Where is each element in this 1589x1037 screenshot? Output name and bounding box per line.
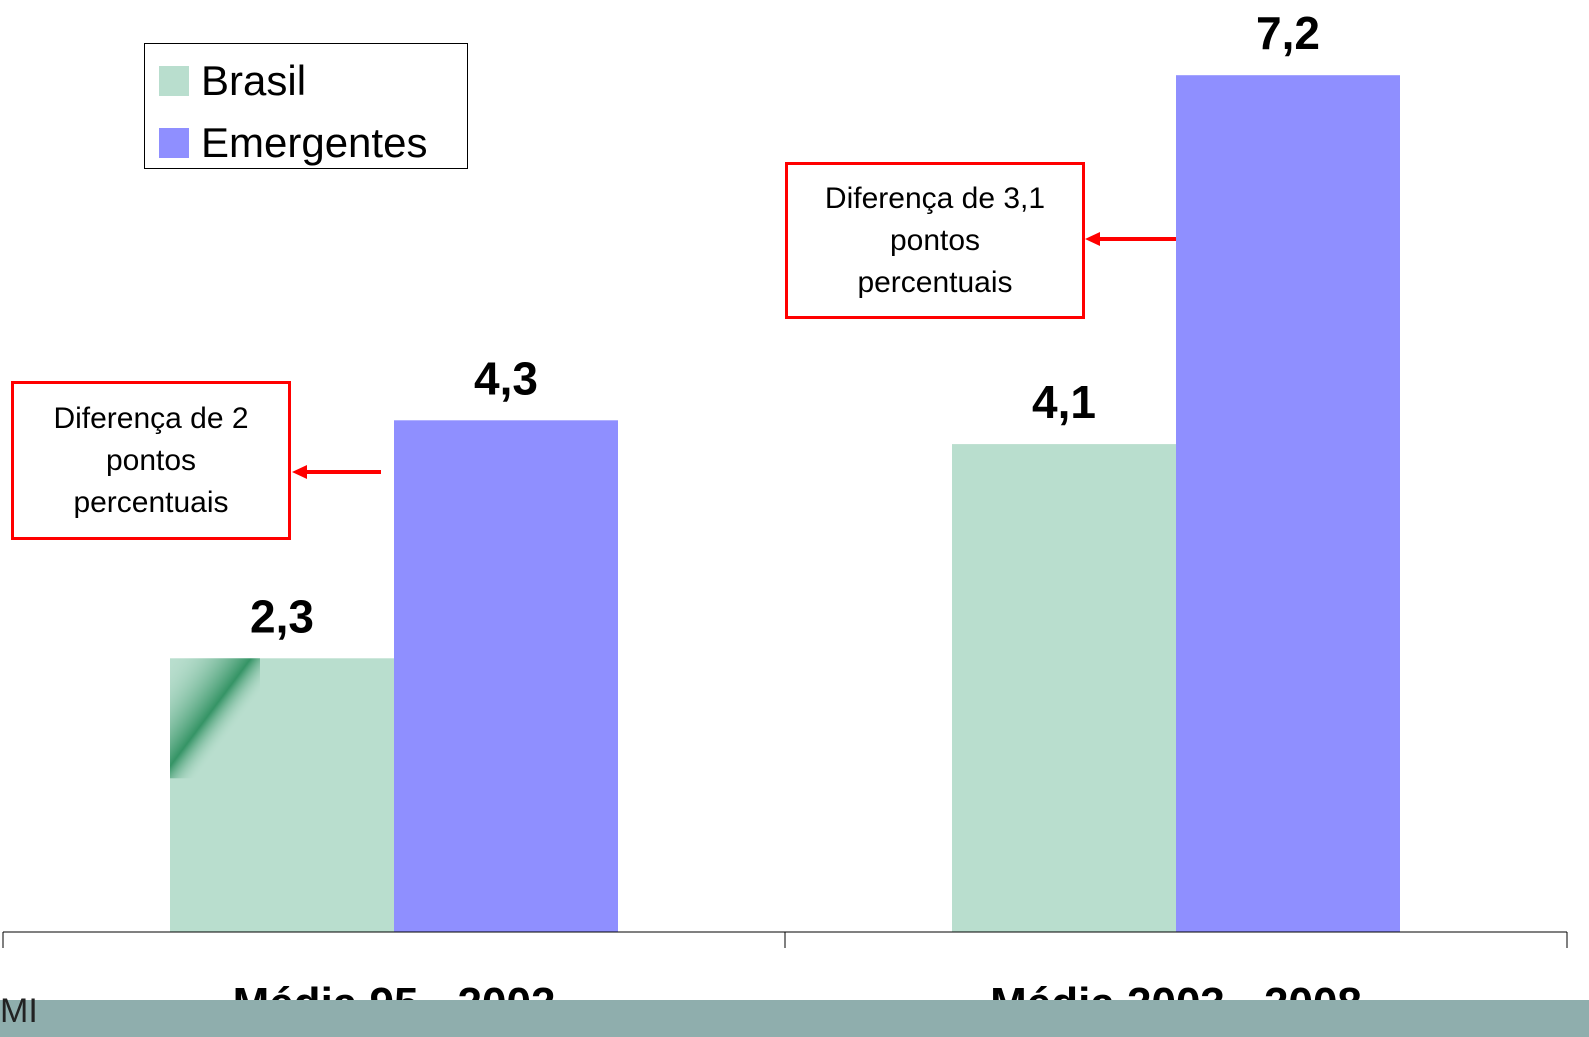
annotation-1-line-3: percentuais (73, 485, 229, 519)
footer-strip (0, 1000, 1589, 1037)
bar-brasil-2 (952, 444, 1176, 932)
legend-item-brasil: Brasil (159, 60, 306, 102)
annotation-2-line-3: percentuais (857, 265, 1013, 299)
legend-item-emergentes: Emergentes (159, 122, 427, 164)
category-label-1: Média 95 - 2002 (233, 979, 556, 1000)
bar-emergentes-2 (1176, 75, 1400, 932)
annotation-2-line-1: Diferença de 3,1 (824, 181, 1046, 215)
data-label-emergentes-1: 4,3 (474, 352, 538, 404)
bar-highlight-streak (170, 658, 260, 779)
legend-swatch-emergentes (159, 128, 189, 158)
annotation-2-line-2: pontos (889, 223, 981, 257)
source-text: MI (0, 992, 38, 1030)
annotation-1-line-1: Diferença de 2 (53, 401, 249, 435)
annotation-difference-2: Diferença de 3,1 pontos percentuais (785, 162, 1085, 319)
data-label-brasil-1: 2,3 (250, 590, 314, 642)
legend: Brasil Emergentes (144, 43, 468, 169)
annotation-1-line-2: pontos (105, 443, 197, 477)
annotation-arrowhead-2 (1085, 232, 1100, 246)
annotation-difference-1: Diferença de 2 pontos percentuais (11, 381, 291, 540)
legend-label-emergentes: Emergentes (201, 119, 428, 166)
data-label-emergentes-2: 7,2 (1256, 7, 1320, 59)
data-label-brasil-2: 4,1 (1032, 376, 1096, 428)
category-label-2: Média 2003 - 2008 (990, 979, 1362, 1000)
legend-swatch-brasil (159, 66, 189, 96)
bar-emergentes-1 (394, 420, 618, 932)
bar-chart: 2,3 4,3 Média 95 - 2002 4,1 7,2 Média 2003 - … (2, 7, 1568, 1000)
annotation-arrowhead-1 (292, 465, 307, 479)
legend-label-brasil: Brasil (201, 57, 307, 104)
